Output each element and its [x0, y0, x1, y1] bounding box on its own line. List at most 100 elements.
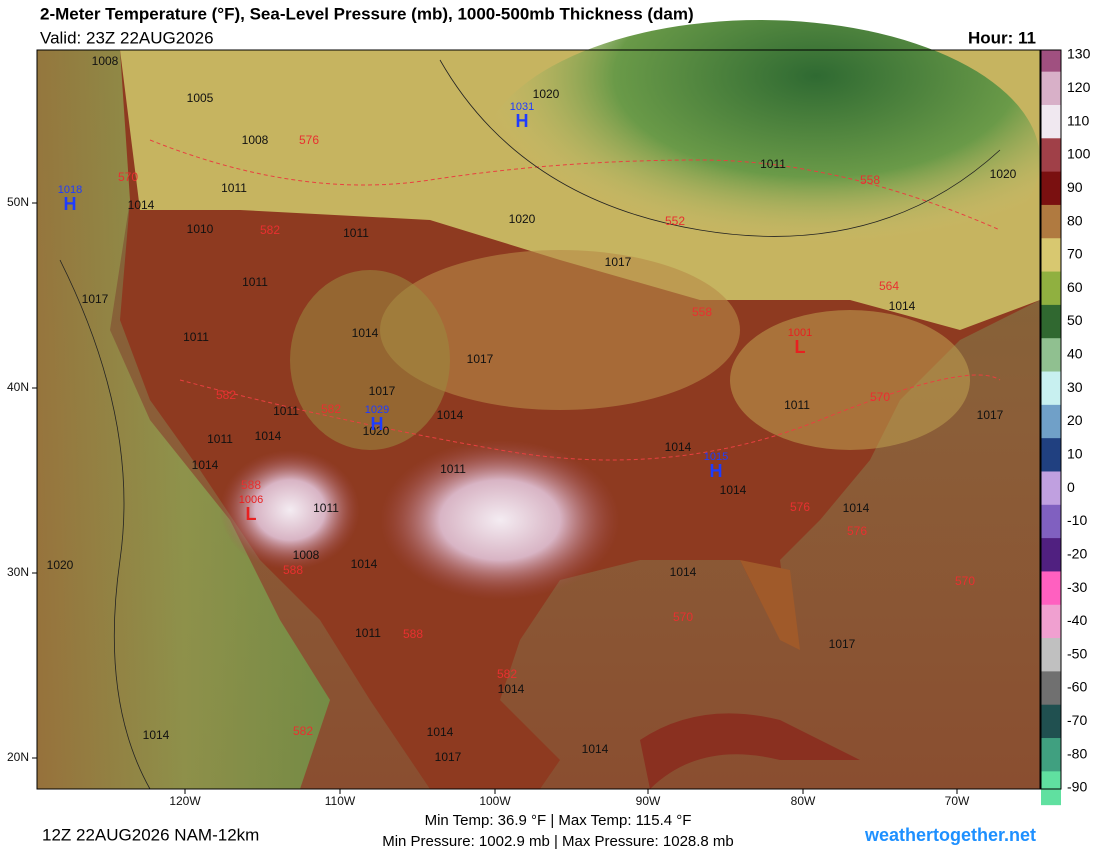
isobar-label: 1011 [343, 226, 369, 240]
isobar-label: 1010 [187, 222, 214, 236]
thickness-label: 576 [847, 524, 867, 538]
map [36, 20, 1041, 790]
isobar-label: 1020 [363, 424, 390, 438]
lat-label: 30N [7, 565, 29, 579]
colorbar-segment [1041, 338, 1061, 373]
isobar-label: 1011 [242, 275, 268, 289]
colorbar-segment [1041, 371, 1061, 406]
isobar-label: 1014 [351, 557, 378, 571]
colorbar-segment [1041, 704, 1061, 739]
isobar-label: 1014 [128, 198, 155, 212]
colorbar-segment [1041, 104, 1061, 139]
rockies [290, 270, 450, 450]
isobar-label: 1017 [829, 637, 856, 651]
lat-label: 20N [7, 750, 29, 764]
isobar-label: 1011 [760, 157, 786, 171]
thickness-label: 570 [118, 170, 138, 184]
isobar-label: 1014 [582, 742, 609, 756]
isobar-label: 1011 [273, 404, 299, 418]
isobar-label: 1017 [605, 255, 632, 269]
isobar-label: 1017 [467, 352, 494, 366]
desert-heat [220, 450, 360, 570]
colorbar-frame [1040, 49, 1062, 790]
temp-stats: Min Temp: 36.9 °F | Max Temp: 115.4 °F [425, 812, 692, 829]
thickness-label: 588 [241, 478, 261, 492]
thickness-label: 570 [673, 610, 693, 624]
thickness-contour [179, 374, 1001, 461]
thickness-label: 582 [293, 724, 313, 738]
lon-label: 100W [479, 794, 511, 808]
pacific [37, 50, 330, 789]
isobar-label: 1014 [498, 682, 525, 696]
colorbar-segment [1041, 304, 1061, 339]
isobar [439, 59, 1001, 237]
thickness-label: 576 [790, 500, 810, 514]
thickness-label: 564 [879, 279, 899, 293]
isobar-label: 1014 [143, 728, 170, 742]
cuba [640, 713, 860, 789]
map-frame [36, 49, 1041, 790]
isobar-label: 1020 [533, 87, 560, 101]
colorbar-label: 70 [1067, 246, 1083, 262]
lon-label: 110W [325, 794, 356, 808]
pressure-stats: Min Pressure: 1002.9 mb | Max Pressure: … [382, 833, 734, 850]
colorbar-segment [1041, 538, 1061, 572]
isobar-label: 1014 [670, 565, 697, 579]
colorbar-label: 100 [1067, 146, 1091, 162]
isobar-label: 1014 [665, 440, 692, 454]
colorbar-segment [1041, 71, 1061, 106]
isobar-label: 1014 [889, 299, 916, 313]
isobar-label: 1008 [293, 548, 320, 562]
high-pressure-symbol: H [710, 461, 723, 481]
thickness-label: 570 [955, 574, 975, 588]
isobar-label: 1014 [843, 501, 870, 515]
isobar-label: 1017 [435, 750, 462, 764]
isobar-label: 1017 [82, 292, 109, 306]
high-pressure-value: 1018 [58, 184, 82, 196]
isobar-label: 1014 [720, 483, 747, 497]
colorbar-label: 30 [1067, 379, 1083, 395]
florida [740, 560, 800, 650]
thickness-label: 588 [403, 627, 423, 641]
isobar-label: 1014 [427, 725, 454, 739]
colorbar: 1301201101009080706050403020100-10-20-30… [1040, 46, 1091, 806]
colorbar-segment [1041, 638, 1061, 672]
colorbar-label: 50 [1067, 312, 1083, 328]
isobar-label: 1014 [437, 408, 464, 422]
colorbar-segment [1041, 204, 1061, 239]
isobar-label: 1011 [784, 398, 810, 412]
colorbar-label: 130 [1067, 46, 1091, 62]
thickness-label: 582 [497, 667, 517, 681]
colorbar-label: -80 [1067, 745, 1087, 761]
colorbar-label: -90 [1067, 779, 1087, 795]
colorbar-label: 60 [1067, 279, 1083, 295]
isobar-label: 1008 [242, 133, 269, 147]
thickness-label: 582 [260, 223, 280, 237]
low-pressure-symbol: L [795, 337, 806, 357]
colorbar-segment [1041, 771, 1061, 806]
model-run: 12Z 22AUG2026 NAM-12km [42, 825, 259, 844]
colorbar-segment [1041, 671, 1061, 706]
lat-label: 50N [7, 195, 29, 209]
isobar-label: 1017 [369, 384, 396, 398]
thickness-label: 552 [665, 214, 685, 228]
isobar-label: 1020 [509, 212, 536, 226]
colorbar-segment [1041, 404, 1061, 439]
lon-label: 120W [169, 794, 201, 808]
high-pressure-value: 1015 [704, 451, 728, 463]
canada-cool [480, 20, 1040, 300]
low-pressure-value: 1006 [239, 494, 263, 506]
isobar-label: 1014 [255, 429, 282, 443]
isobar-label: 1011 [440, 462, 466, 476]
thickness-label: 570 [870, 390, 890, 404]
colorbar-segment [1041, 571, 1061, 606]
colorbar-segment [1041, 438, 1061, 472]
site-link[interactable]: weathertogether.net [864, 825, 1036, 845]
colorbar-label: -30 [1067, 579, 1087, 595]
midwest [380, 250, 740, 410]
colorbar-label: 90 [1067, 179, 1083, 195]
lon-label: 90W [636, 794, 661, 808]
isobar-label: 1011 [313, 501, 339, 515]
forecast-hour: Hour: 11 [968, 28, 1036, 47]
